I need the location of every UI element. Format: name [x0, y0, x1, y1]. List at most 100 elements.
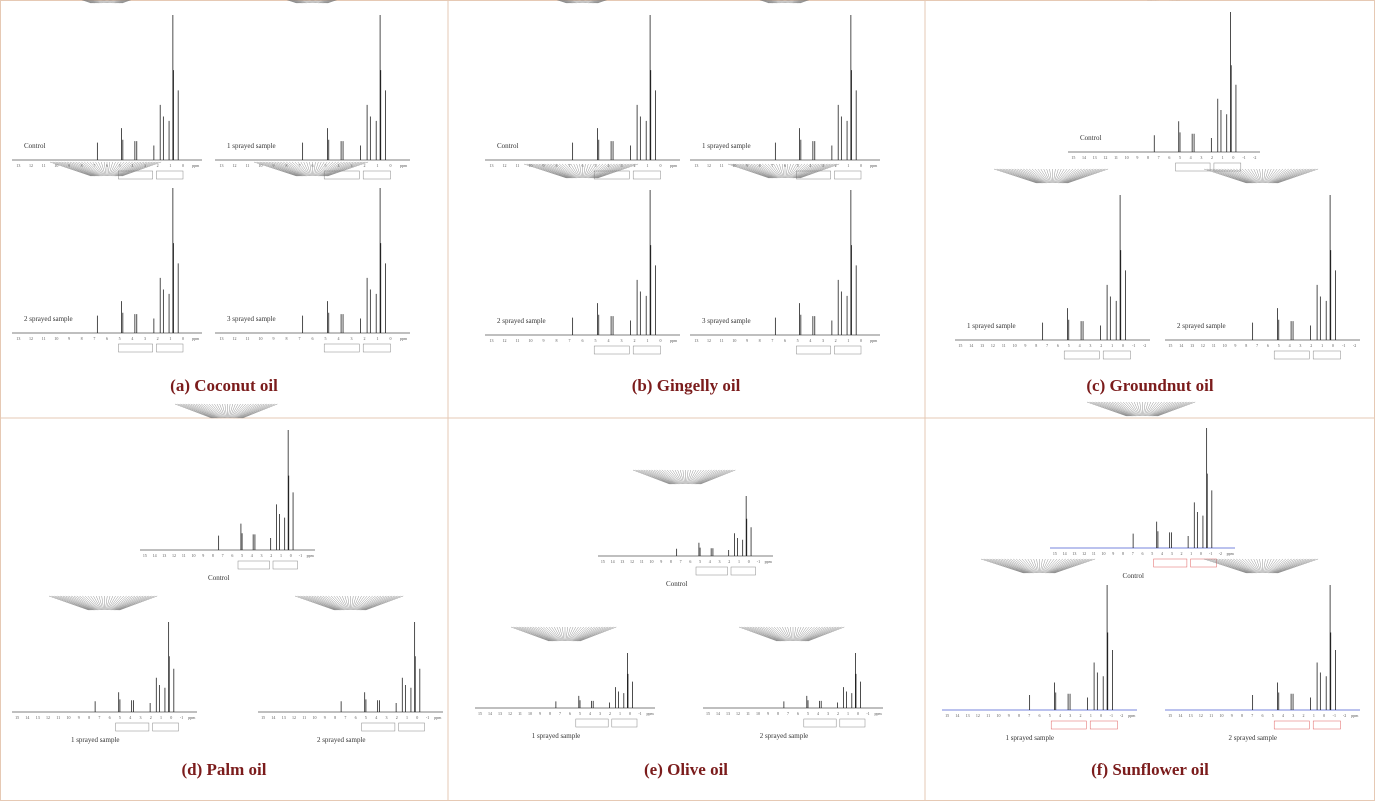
axis-tick-label: 12	[233, 336, 237, 341]
axis-tick-label: 7	[1132, 551, 1134, 556]
axis-tick-label: 3	[1292, 713, 1294, 718]
axis-tick-label: 5	[807, 711, 809, 716]
axis-tick-label: 13	[694, 338, 698, 343]
axis-tick-label: -1	[1333, 713, 1336, 718]
axis-tick-label: 9	[202, 553, 204, 558]
axis-tick-label: 2	[150, 715, 152, 720]
spectrum-label: Control	[208, 574, 229, 582]
axis-tick-label: 9	[1112, 551, 1114, 556]
spectrum-label: 2 sprayed sample	[497, 317, 546, 325]
axis-tick-label: 12	[503, 338, 507, 343]
axis-tick-label: 1	[169, 163, 171, 168]
axis-tick-label: 3	[621, 338, 623, 343]
axis-tick-label: 11	[1209, 713, 1213, 718]
axis-tick-label: 9	[1231, 713, 1233, 718]
axis-tick-label: 10	[67, 715, 71, 720]
axis-tick-label: 0	[390, 163, 392, 168]
axis-tick-label: 4	[817, 711, 819, 716]
axis-tick-label: 12	[503, 163, 507, 168]
axis-tick-label: 14	[1178, 713, 1182, 718]
axis-tick-label: 11	[42, 336, 46, 341]
axis-tick-label: 13	[620, 559, 624, 564]
axis-tick-label: 8	[759, 338, 761, 343]
axis-tick-label: 1	[169, 336, 171, 341]
axis-tick-label: 8	[1241, 713, 1243, 718]
axis-tick-label: 7	[559, 711, 561, 716]
axis-tick-label: 10	[1102, 551, 1106, 556]
axis-tick-label: 3	[1299, 343, 1301, 348]
axis-tick-label: 7	[299, 336, 301, 341]
spectrum-label: 2 sprayed sample	[1228, 734, 1277, 742]
axis-tick-label: 0	[748, 559, 750, 564]
axis-tick-label: 15	[478, 711, 482, 716]
spectrum-label: 2 sprayed sample	[317, 736, 366, 744]
axis-tick-label: 10	[1223, 343, 1227, 348]
axis-tick-label: 0	[1100, 713, 1102, 718]
axis-tick-label: 0	[660, 338, 662, 343]
axis-tick-label: -1	[299, 553, 302, 558]
axis-tick-label: 12	[29, 163, 33, 168]
axis-tick-label: 10	[732, 338, 736, 343]
axis-tick-label: ppm	[1128, 713, 1136, 718]
axis-tick-label: -1	[1209, 551, 1212, 556]
axis-tick-label: 9	[1136, 155, 1138, 160]
axis-tick-label: 13	[220, 336, 224, 341]
axis-tick-label: 11	[746, 711, 750, 716]
axis-tick-label: 11	[516, 338, 520, 343]
axis-tick-label: 12	[46, 715, 50, 720]
axis-tick-label: ppm	[1351, 713, 1359, 718]
axis-tick-label: 13	[16, 336, 20, 341]
axis-tick-label: 9	[68, 336, 70, 341]
axis-tick-label: 4	[608, 338, 610, 343]
axis-tick-label: 13	[490, 163, 494, 168]
axis-tick-label: 13	[220, 163, 224, 168]
axis-tick-label: 3	[144, 336, 146, 341]
axis-tick-label: 6	[109, 715, 111, 720]
spectrum-label: 2 sprayed sample	[1177, 322, 1226, 330]
axis-tick-label: 12	[29, 336, 33, 341]
axis-tick-label: 9	[1008, 713, 1010, 718]
axis-tick-label: 1	[377, 163, 379, 168]
axis-tick-label: -1	[180, 715, 183, 720]
axis-tick-label: 8	[556, 338, 558, 343]
axis-tick-label: 4	[709, 559, 711, 564]
axis-tick-label: 1	[847, 163, 849, 168]
frame	[1, 1, 1375, 801]
axis-tick-label: 12	[1082, 551, 1086, 556]
axis-tick-label: 7	[93, 336, 95, 341]
axis-tick-label: 5	[699, 559, 701, 564]
axis-tick-label: 2	[835, 338, 837, 343]
axis-tick-label: 2	[364, 163, 366, 168]
axis-tick-label: 5	[119, 715, 121, 720]
axis-tick-label: 11	[640, 559, 644, 564]
axis-tick-label: 12	[1103, 155, 1107, 160]
spectrum-label: Control	[1080, 134, 1101, 142]
axis-tick-label: 6	[784, 338, 786, 343]
axis-tick-label: 3	[385, 715, 387, 720]
axis-tick-label: 7	[1046, 343, 1048, 348]
axis-tick-label: 0	[1200, 551, 1202, 556]
axis-tick-label: 8	[81, 336, 83, 341]
axis-tick-label: -2	[1253, 155, 1256, 160]
axis-tick-label: 6	[106, 336, 108, 341]
axis-tick-label: 10	[191, 553, 195, 558]
axis-tick-label: 11	[246, 336, 250, 341]
axis-tick-label: 9	[78, 715, 80, 720]
axis-tick-label: 5	[1179, 155, 1181, 160]
axis-tick-label: 13	[498, 711, 502, 716]
axis-tick-label: 11	[1114, 155, 1118, 160]
axis-tick-label: 15	[143, 553, 147, 558]
axis-tick-label: 2	[1211, 155, 1213, 160]
axis-tick-label: 13	[36, 715, 40, 720]
axis-tick-label: 9	[539, 711, 541, 716]
axis-tick-label: 4	[1190, 155, 1192, 160]
axis-tick-label: 2	[634, 338, 636, 343]
axis-tick-label: 12	[976, 713, 980, 718]
axis-tick-label: 7	[569, 338, 571, 343]
axis-tick-label: -1	[1110, 713, 1113, 718]
axis-tick-label: 1	[1190, 551, 1192, 556]
axis-tick-label: 2	[157, 163, 159, 168]
axis-tick-label: 12	[172, 553, 176, 558]
axis-tick-label: 8	[334, 715, 336, 720]
axis-tick-label: 6	[1142, 551, 1144, 556]
